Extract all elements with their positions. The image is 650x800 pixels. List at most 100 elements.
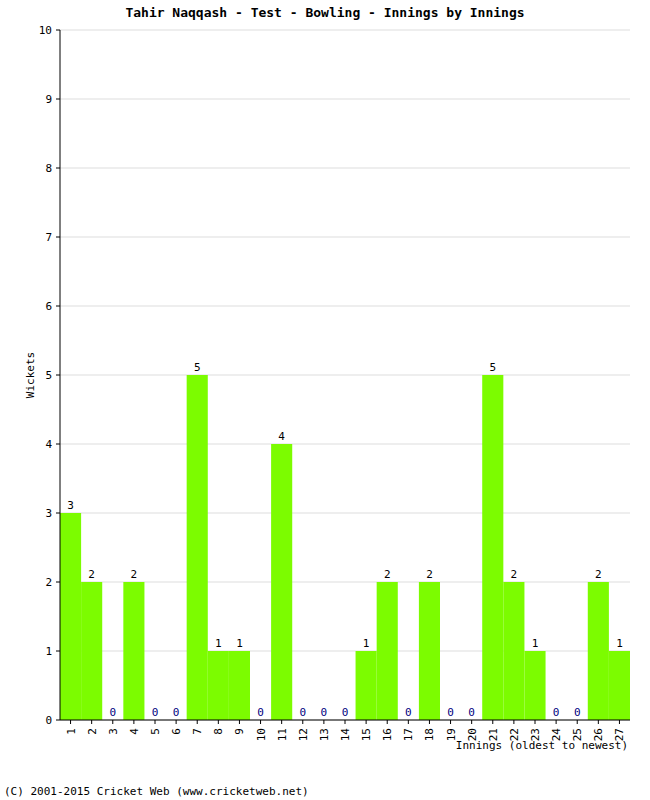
data-label: 2 <box>511 568 518 581</box>
chart-container: 0123456789103122032405065718190104110120… <box>0 0 650 800</box>
x-tick-label: 7 <box>191 728 204 735</box>
data-label: 1 <box>532 637 539 650</box>
data-label: 0 <box>342 706 349 719</box>
grid-line <box>60 513 630 514</box>
x-tick <box>197 720 198 724</box>
data-label: 2 <box>131 568 138 581</box>
data-label: 3 <box>67 499 74 512</box>
bar <box>588 582 609 720</box>
data-label: 2 <box>595 568 602 581</box>
y-tick-label: 7 <box>45 231 52 244</box>
x-tick-label: 17 <box>402 728 415 741</box>
x-tick <box>112 720 113 724</box>
grid-line <box>60 168 630 169</box>
data-label: 0 <box>299 706 306 719</box>
x-tick <box>577 720 578 724</box>
bar <box>524 651 545 720</box>
x-tick <box>619 720 620 724</box>
x-tick-label: 3 <box>107 728 120 735</box>
x-tick <box>598 720 599 724</box>
x-tick <box>471 720 472 724</box>
y-axis-label: Wickets <box>24 352 37 398</box>
data-label: 0 <box>321 706 328 719</box>
bar <box>229 651 250 720</box>
title: Tahir Naqqash - Test - Bowling - Innings… <box>125 5 524 20</box>
grid-line <box>60 99 630 100</box>
y-tick-label: 3 <box>45 507 52 520</box>
grid-line <box>60 237 630 238</box>
y-tick <box>56 99 60 100</box>
x-tick <box>429 720 430 724</box>
x-tick <box>70 720 71 724</box>
bar <box>187 375 208 720</box>
x-tick <box>176 720 177 724</box>
x-tick <box>133 720 134 724</box>
y-tick-label: 2 <box>45 576 52 589</box>
y-tick <box>56 306 60 307</box>
y-tick <box>56 30 60 31</box>
data-label: 1 <box>363 637 370 650</box>
x-tick <box>239 720 240 724</box>
x-tick <box>535 720 536 724</box>
x-axis-label: Innings (oldest to newest) <box>456 739 628 752</box>
data-label: 2 <box>88 568 95 581</box>
grid-line <box>60 582 630 583</box>
x-tick <box>450 720 451 724</box>
footer: (C) 2001-2015 Cricket Web (www.cricketwe… <box>4 785 309 798</box>
x-tick-label: 13 <box>318 728 331 741</box>
y-tick <box>56 582 60 583</box>
x-tick-label: 9 <box>233 728 246 735</box>
data-label: 0 <box>553 706 560 719</box>
y-tick-label: 4 <box>45 438 52 451</box>
x-tick <box>260 720 261 724</box>
x-tick-label: 16 <box>381 728 394 741</box>
data-label: 0 <box>152 706 159 719</box>
x-axis <box>60 720 630 721</box>
bar <box>609 651 630 720</box>
x-tick <box>366 720 367 724</box>
y-tick <box>56 444 60 445</box>
data-label: 1 <box>236 637 243 650</box>
data-label: 0 <box>447 706 454 719</box>
bar <box>356 651 377 720</box>
bar <box>482 375 503 720</box>
x-tick-label: 15 <box>360 728 373 741</box>
y-tick-label: 10 <box>39 24 52 37</box>
data-label: 0 <box>257 706 264 719</box>
bars <box>60 375 630 720</box>
bar <box>419 582 440 720</box>
x-tick-label: 11 <box>276 728 289 741</box>
data-label: 2 <box>426 568 433 581</box>
bar <box>123 582 144 720</box>
bar <box>208 651 229 720</box>
x-tick <box>218 720 219 724</box>
x-tick-label: 18 <box>423 728 436 741</box>
x-tick <box>408 720 409 724</box>
data-label: 0 <box>173 706 180 719</box>
x-tick <box>492 720 493 724</box>
data-label: 0 <box>574 706 581 719</box>
x-tick-label: 4 <box>128 728 141 735</box>
data-label: 5 <box>194 361 201 374</box>
data-label: 0 <box>468 706 475 719</box>
data-label: 0 <box>405 706 412 719</box>
x-tick-label: 5 <box>149 728 162 735</box>
data-label: 5 <box>489 361 496 374</box>
y-tick <box>56 513 60 514</box>
y-axis <box>60 30 61 720</box>
grid-line <box>60 375 630 376</box>
y-tick-label: 9 <box>45 93 52 106</box>
x-tick <box>323 720 324 724</box>
x-tick <box>387 720 388 724</box>
x-tick <box>513 720 514 724</box>
x-tick <box>345 720 346 724</box>
bar <box>377 582 398 720</box>
x-tick-label: 12 <box>297 728 310 741</box>
chart: 0123456789103122032405065718190104110120… <box>0 0 650 800</box>
data-label: 2 <box>384 568 391 581</box>
y-tick-label: 6 <box>45 300 52 313</box>
bar <box>60 513 81 720</box>
data-label: 0 <box>109 706 116 719</box>
grid-line <box>60 720 630 721</box>
x-tick <box>91 720 92 724</box>
